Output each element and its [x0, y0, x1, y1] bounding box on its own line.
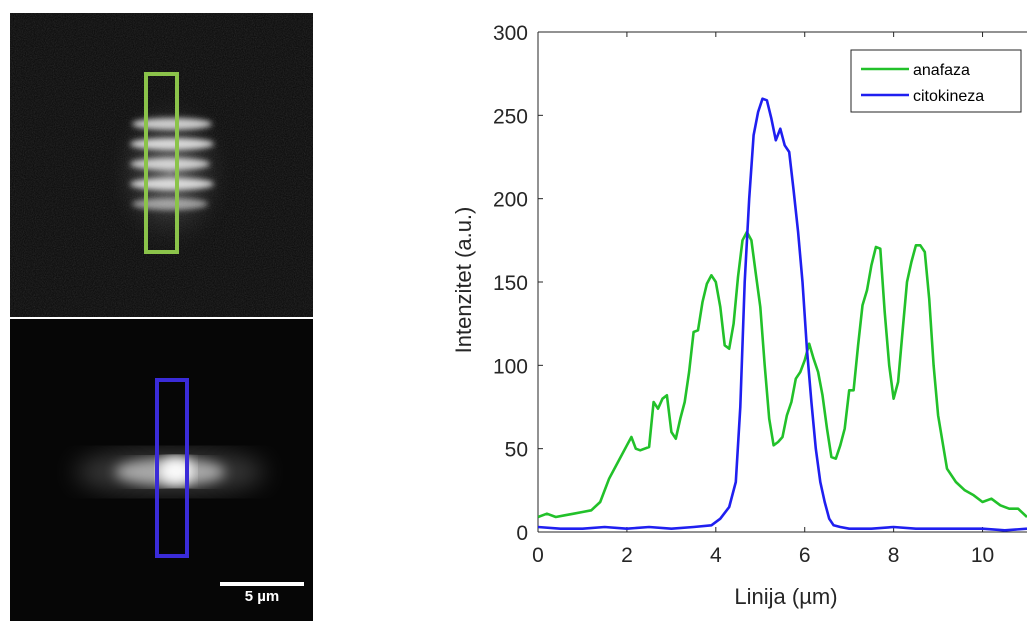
y-tick-label: 250: [493, 105, 528, 128]
x-tick-label: 4: [710, 544, 722, 567]
x-tick-label: 8: [888, 544, 900, 567]
legend-box: [850, 49, 1022, 113]
roi-cytokinesis-rectangle: [155, 378, 189, 558]
series-lines: [538, 97, 1027, 532]
y-tick-label: 100: [493, 355, 528, 378]
x-tick-label: 0: [532, 544, 544, 567]
legend-label-anafaza: anafaza: [913, 62, 970, 79]
y-tick-label: 300: [493, 22, 528, 45]
micrograph-anaphase-image: [10, 13, 313, 317]
micrograph-cytokinesis-image: [10, 319, 313, 621]
y-axis-label: Intenzitet (a.u.): [451, 207, 476, 354]
y-tick-label: 150: [493, 272, 528, 295]
series-line-anafaza: [538, 230, 1027, 519]
scale-bar-label: 5 µm: [244, 588, 280, 605]
series-line-citokineza: [538, 97, 1027, 532]
roi-anaphase-rectangle: [144, 72, 179, 254]
legend: anafaza citokineza: [850, 49, 1022, 113]
legend-label-citokineza: citokineza: [913, 88, 984, 105]
y-tick-label: 200: [493, 189, 528, 212]
y-tick-label: 50: [505, 439, 528, 462]
x-tick-label: 6: [799, 544, 811, 567]
plot-area: 0 50 100 150 200 250 300 0 2 4 6 8 10 anafaza citokine…: [493, 22, 1027, 567]
y-tick-label: 0: [516, 522, 528, 545]
micrograph-cytokinesis: 5 µm: [10, 319, 313, 621]
scale-bar: [220, 582, 304, 586]
micrograph-anaphase: [10, 13, 313, 317]
intensity-line-chart: 0 50 100 150 200 250 300 0 2 4 6 8 10 anafaza citokine…: [451, 22, 1027, 609]
x-tick-label: 2: [621, 544, 633, 567]
x-axis-label: Linija (µm): [734, 584, 837, 609]
x-tick-label: 10: [971, 544, 994, 567]
